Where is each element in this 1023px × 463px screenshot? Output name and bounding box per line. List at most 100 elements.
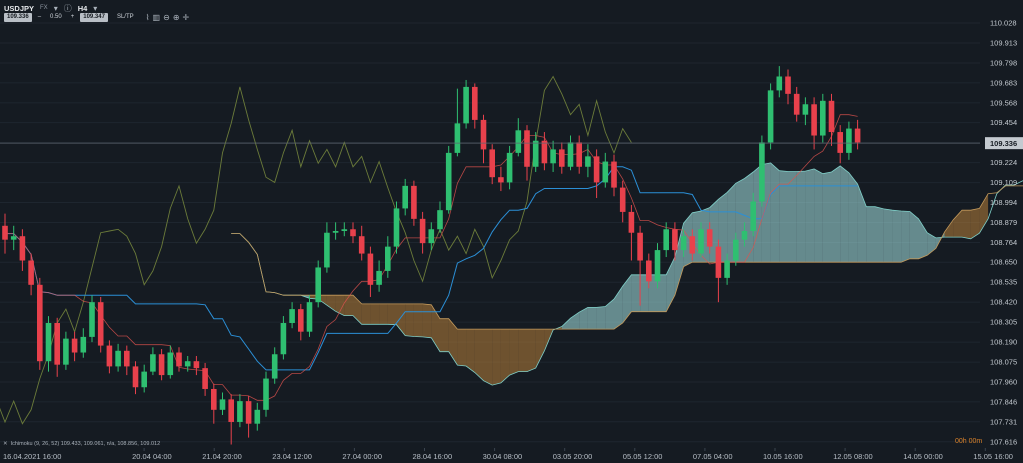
candle-body	[619, 187, 626, 212]
candle-body	[828, 100, 835, 133]
indicator-label: Ichimoku (9, 26, 52) 109.433, 109.061, n…	[10, 441, 161, 447]
candle-body	[741, 231, 748, 240]
candle-body	[489, 149, 495, 178]
cloud-bear-segment	[353, 295, 362, 325]
candle-body	[358, 236, 365, 254]
cloud-bull-segment	[814, 168, 823, 263]
candle-body	[654, 250, 661, 282]
candle-body	[150, 354, 156, 372]
cloud-bear-segment	[361, 303, 371, 325]
crosshair-icon[interactable]: ✛	[182, 13, 190, 22]
info-icon[interactable]: ⓘ	[63, 3, 72, 13]
candle-body	[211, 388, 217, 410]
candle-body	[672, 229, 678, 251]
cloud-bull-segment	[822, 171, 832, 263]
cloud-bull-segment	[779, 170, 788, 263]
y-tick-label: 109.913	[990, 38, 1017, 47]
cloud-bear-segment	[448, 318, 458, 366]
chevron-down-icon[interactable]: ▾	[93, 3, 98, 13]
candle-body	[245, 401, 252, 424]
x-tick-label: 14.05 00:00	[903, 452, 943, 461]
symbol-label[interactable]: USDJPY	[4, 3, 35, 13]
quantity-field[interactable]: 0.50	[50, 14, 62, 20]
candle-body	[463, 86, 469, 124]
candle-body	[767, 90, 774, 143]
cloud-bear-segment	[962, 210, 971, 239]
candle-body	[228, 399, 234, 422]
sell-price-button[interactable]: 109.336	[4, 13, 32, 22]
y-tick-label: 108.879	[990, 218, 1017, 227]
candle-body	[132, 366, 139, 388]
order-bar: 109.336 – 0.50 + 109.347 SL/TP ⌇ ▥ ⊖ ⊕ ✛	[4, 13, 189, 22]
bar-chart-icon[interactable]: ▥	[152, 13, 161, 22]
candle-body	[715, 246, 722, 278]
candle-body	[97, 302, 104, 346]
y-tick-label: 109.454	[990, 118, 1017, 127]
cloud-bear-segment	[527, 329, 536, 372]
cloud-bear-segment	[396, 303, 406, 336]
candle-body	[324, 232, 330, 268]
zoom-in-icon[interactable]: ⊕	[172, 13, 180, 22]
candle-body	[315, 267, 321, 303]
candle-body	[706, 229, 713, 247]
candle-body	[750, 201, 756, 231]
zoom-out-icon[interactable]: ⊖	[163, 13, 170, 22]
chart-toolbar: USDJPY FX ▾ ⓘ H4 ▾	[4, 2, 97, 14]
y-tick-label: 108.075	[990, 358, 1017, 367]
candle-body	[54, 323, 60, 365]
candle-body	[837, 132, 843, 153]
cloud-bull-segment	[831, 165, 841, 263]
indicator-legend[interactable]: ✕ Ichimoku (9, 26, 52) 109.433, 109.061,…	[3, 441, 160, 447]
candle-body	[167, 352, 174, 376]
x-tick-label: 16.04.2021 16:00	[3, 452, 61, 461]
candle-body	[193, 361, 200, 369]
decrease-quantity-button[interactable]: –	[37, 14, 42, 20]
x-tick-label: 21.04 20:00	[202, 452, 242, 461]
candle-body	[724, 260, 730, 278]
x-tick-label: 28.04 16:00	[413, 452, 453, 461]
increase-quantity-button[interactable]: +	[70, 14, 75, 20]
sl-tp-button[interactable]: SL/TP	[116, 14, 134, 20]
cloud-bear-segment	[979, 193, 989, 234]
line-chart-icon[interactable]: ⌇	[145, 13, 150, 22]
candle-body	[628, 211, 635, 233]
cloud-bull-segment	[796, 171, 806, 263]
candle-body	[480, 119, 487, 150]
cloud-bear-segment	[413, 303, 423, 337]
cloud-bear-segment	[509, 329, 519, 376]
y-tick-label: 109.798	[990, 58, 1017, 67]
candle-body	[498, 177, 504, 183]
cloud-bear-segment	[431, 304, 440, 352]
candle-body	[437, 210, 443, 230]
close-icon[interactable]: ✕	[3, 441, 8, 447]
cloud-bear-segment	[483, 329, 493, 386]
cloud-bull-segment	[561, 318, 571, 330]
candle-body	[271, 354, 278, 379]
senkou-b-line	[231, 185, 1023, 330]
market-label: FX	[40, 5, 48, 11]
y-tick-label: 108.994	[990, 198, 1017, 207]
candle-body	[785, 76, 791, 94]
candle-body	[158, 354, 165, 376]
y-tick-label: 109.568	[990, 98, 1017, 107]
candle-body	[472, 86, 478, 120]
cloud-bull-segment	[857, 184, 867, 263]
cloud-bull-segment	[579, 307, 588, 330]
candle-body	[376, 270, 382, 285]
candle-body	[811, 104, 817, 136]
candle-body	[602, 161, 609, 183]
x-tick-label: 10.05 16:00	[763, 452, 803, 461]
cloud-bear-segment	[405, 303, 414, 337]
cloud-bull-segment	[622, 274, 632, 324]
candle-body	[402, 185, 408, 209]
timeframe-select[interactable]: H4	[77, 3, 88, 13]
candle-body	[532, 140, 539, 167]
y-tick-label: 107.960	[990, 378, 1017, 387]
buy-price-button[interactable]: 109.347	[80, 13, 108, 22]
candle-body	[793, 93, 800, 115]
candle-body	[385, 246, 391, 271]
candle-body	[37, 284, 43, 362]
chevron-down-icon[interactable]: ▾	[53, 3, 58, 13]
candle-body	[454, 123, 461, 153]
